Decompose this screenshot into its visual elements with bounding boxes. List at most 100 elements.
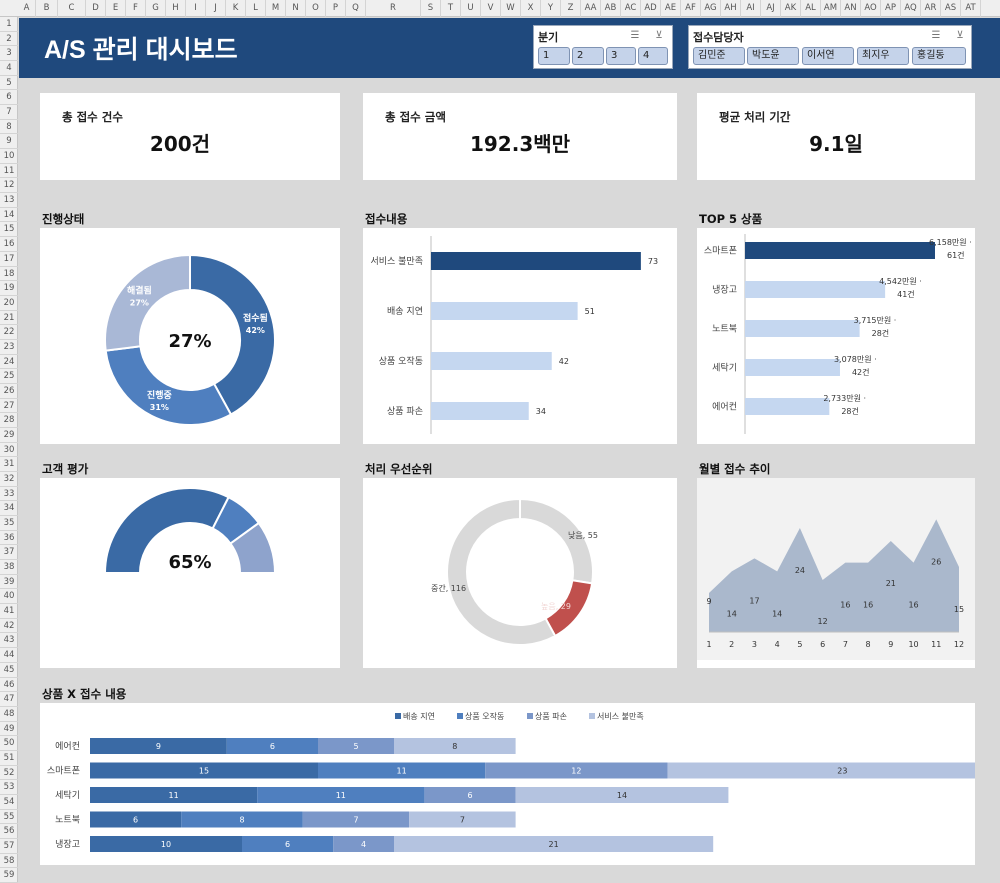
- row-header-13[interactable]: 13: [0, 193, 18, 208]
- column-header-W[interactable]: W: [501, 0, 521, 17]
- slicer-item-agent-3[interactable]: 이서연: [802, 47, 854, 65]
- row-header-18[interactable]: 18: [0, 267, 18, 282]
- row-header-19[interactable]: 19: [0, 281, 18, 296]
- column-header-AR[interactable]: AR: [921, 0, 941, 17]
- column-header-AQ[interactable]: AQ: [901, 0, 921, 17]
- slicer-item-q2[interactable]: 2: [572, 47, 604, 65]
- row-header-2[interactable]: 2: [0, 32, 18, 47]
- status-chart-card[interactable]: 접수됨 42% 진행중 31% 해결됨 27% 27%: [40, 228, 340, 444]
- row-header-35[interactable]: 35: [0, 516, 18, 531]
- row-header-47[interactable]: 47: [0, 692, 18, 707]
- row-header-14[interactable]: 14: [0, 208, 18, 223]
- column-header-E[interactable]: E: [106, 0, 126, 17]
- clear-filter-icon[interactable]: ⊻: [655, 30, 663, 41]
- row-header-33[interactable]: 33: [0, 487, 18, 502]
- row-header-22[interactable]: 22: [0, 325, 18, 340]
- row-header-55[interactable]: 55: [0, 810, 18, 825]
- column-header-AP[interactable]: AP: [881, 0, 901, 17]
- content-bar-chart[interactable]: 서비스 불만족 73 배송 지연 51 상품 오작동 42 상품 파손 34: [363, 228, 677, 444]
- row-header-6[interactable]: 6: [0, 90, 18, 106]
- column-header-P[interactable]: P: [326, 0, 346, 17]
- column-header-H[interactable]: H: [166, 0, 186, 17]
- priority-donut-chart[interactable]: 낮음, 55 높음, 29 중간, 116: [363, 478, 677, 668]
- status-donut-chart[interactable]: 접수됨 42% 진행중 31% 해결됨 27% 27%: [40, 228, 340, 444]
- row-header-42[interactable]: 42: [0, 619, 18, 634]
- row-header-31[interactable]: 31: [0, 457, 18, 472]
- column-header-J[interactable]: J: [206, 0, 226, 17]
- row-header-36[interactable]: 36: [0, 531, 18, 546]
- column-header-AG[interactable]: AG: [701, 0, 721, 17]
- row-header-11[interactable]: 11: [0, 164, 18, 179]
- column-header-AF[interactable]: AF: [681, 0, 701, 17]
- column-header-O[interactable]: O: [306, 0, 326, 17]
- column-header-A[interactable]: A: [18, 0, 36, 17]
- row-header-17[interactable]: 17: [0, 252, 18, 267]
- column-header-D[interactable]: D: [86, 0, 106, 17]
- row-header-25[interactable]: 25: [0, 369, 18, 384]
- row-header-43[interactable]: 43: [0, 633, 18, 649]
- column-header-I[interactable]: I: [186, 0, 206, 17]
- column-header-Q[interactable]: Q: [346, 0, 366, 17]
- row-header-23[interactable]: 23: [0, 340, 18, 355]
- slicer-item-q1[interactable]: 1: [538, 47, 570, 65]
- column-header-AL[interactable]: AL: [801, 0, 821, 17]
- column-header-AJ[interactable]: AJ: [761, 0, 781, 17]
- slicer-item-agent-4[interactable]: 최지우: [857, 47, 909, 65]
- column-header-K[interactable]: K: [226, 0, 246, 17]
- row-header-24[interactable]: 24: [0, 355, 18, 370]
- row-header-16[interactable]: 16: [0, 237, 18, 252]
- slicer-item-agent-2[interactable]: 박도윤: [747, 47, 799, 65]
- row-header-34[interactable]: 34: [0, 501, 18, 517]
- row-header-54[interactable]: 54: [0, 795, 18, 810]
- column-header-AB[interactable]: AB: [601, 0, 621, 17]
- monthly-chart-card[interactable]: 9 1 14 2 17 3 14 4 24 5 12 6 16 7 16 8 21 9 16 10 26 11 15 12: [697, 478, 975, 668]
- row-header-4[interactable]: 4: [0, 61, 18, 76]
- column-header-X[interactable]: X: [521, 0, 541, 17]
- quarter-slicer[interactable]: 분기 ☰ ⊻ 1 2 3 4: [533, 25, 673, 69]
- monthly-area-chart[interactable]: 9 1 14 2 17 3 14 4 24 5 12 6 16 7 16 8 21 9 16 10 26 11 15 12: [697, 478, 975, 668]
- column-header-AK[interactable]: AK: [781, 0, 801, 17]
- column-header-AS[interactable]: AS: [941, 0, 961, 17]
- row-header-44[interactable]: 44: [0, 648, 18, 663]
- row-header-12[interactable]: 12: [0, 178, 18, 194]
- column-header-B[interactable]: B: [36, 0, 58, 17]
- slicer-item-agent-5[interactable]: 홍길동: [912, 47, 966, 65]
- row-header-10[interactable]: 10: [0, 149, 18, 164]
- matrix-chart-card[interactable]: 배송 지연 상품 오작동 상품 파손 서비스 불만족 에어컨 9 6 5 8 스마트폰 15 11 12…: [40, 703, 1000, 865]
- row-header-59[interactable]: 59: [0, 868, 18, 883]
- clear-filter-icon[interactable]: ⊻: [956, 30, 964, 41]
- priority-chart-card[interactable]: 낮음, 55 높음, 29 중간, 116: [363, 478, 677, 668]
- row-header-28[interactable]: 28: [0, 413, 18, 428]
- row-header-1[interactable]: 1: [0, 17, 18, 32]
- slicer-item-q3[interactable]: 3: [606, 47, 636, 65]
- rating-chart-card[interactable]: 65%: [40, 478, 340, 668]
- row-header-45[interactable]: 45: [0, 663, 18, 678]
- column-header-T[interactable]: T: [441, 0, 461, 17]
- multi-select-icon[interactable]: ☰: [630, 30, 640, 41]
- column-header-U[interactable]: U: [461, 0, 481, 17]
- column-header-Y[interactable]: Y: [541, 0, 561, 17]
- column-header-N[interactable]: N: [286, 0, 306, 17]
- row-header-38[interactable]: 38: [0, 560, 18, 575]
- row-header-bar[interactable]: 1 2 3 4 5 6 7 8 9 10 11 12 13 14 15 16 17 18 19 20 21 22 23 24 2…: [0, 17, 18, 883]
- row-header-15[interactable]: 15: [0, 222, 18, 238]
- row-header-41[interactable]: 41: [0, 604, 18, 619]
- row-header-5[interactable]: 5: [0, 76, 18, 91]
- row-header-50[interactable]: 50: [0, 736, 18, 751]
- slicer-item-q4[interactable]: 4: [638, 47, 668, 65]
- column-header-AI[interactable]: AI: [741, 0, 761, 17]
- row-header-58[interactable]: 58: [0, 854, 18, 869]
- row-header-46[interactable]: 46: [0, 678, 18, 693]
- column-header-C[interactable]: C: [58, 0, 86, 17]
- row-header-3[interactable]: 3: [0, 46, 18, 62]
- row-header-20[interactable]: 20: [0, 296, 18, 311]
- column-header-bar[interactable]: A B C D E F G H I J K L M N O P Q R S T U V W X Y Z AA AB AC AD AE AF AG…: [0, 0, 1000, 17]
- column-header-AM[interactable]: AM: [821, 0, 841, 17]
- row-header-9[interactable]: 9: [0, 134, 18, 150]
- top5-chart-card[interactable]: 스마트폰 6,158만원 · 61건 냉장고 4,542만원 · 41건 노트북 3,715만…: [697, 228, 975, 444]
- column-header-Z[interactable]: Z: [561, 0, 581, 17]
- column-header-G[interactable]: G: [146, 0, 166, 17]
- column-header-AC[interactable]: AC: [621, 0, 641, 17]
- column-header-AO[interactable]: AO: [861, 0, 881, 17]
